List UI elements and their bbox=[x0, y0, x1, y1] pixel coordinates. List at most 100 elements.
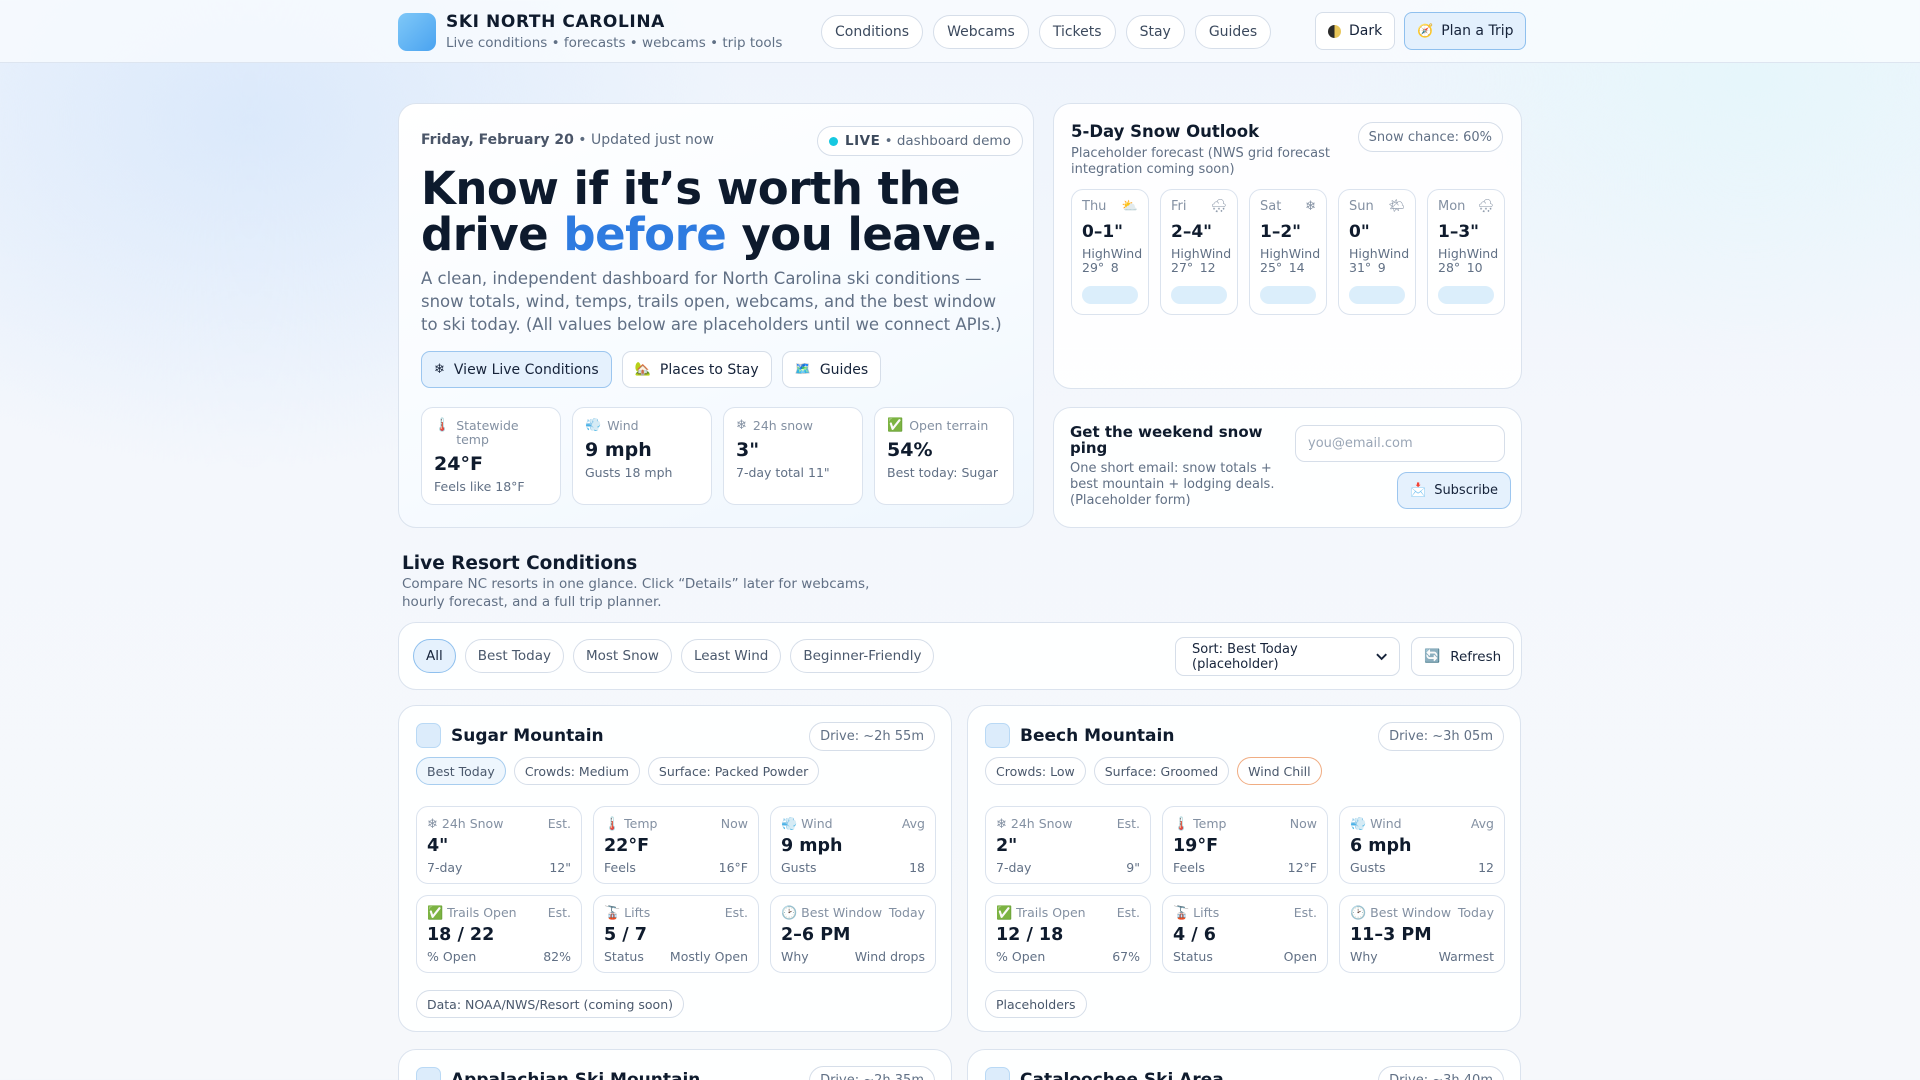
hero-title: Know if it’s worth the drive before you … bbox=[421, 166, 1021, 258]
subscribe-button[interactable]: 📩 Subscribe bbox=[1397, 472, 1512, 509]
brand[interactable]: SKI NORTH CAROLINA Live conditions • for… bbox=[398, 12, 782, 51]
metric-tag: Est. bbox=[547, 816, 571, 831]
stat-value: 24°F bbox=[434, 453, 483, 475]
wind-value: 8 bbox=[1110, 260, 1119, 275]
main-nav: Conditions Webcams Tickets Stay Guides bbox=[821, 15, 1272, 49]
resort-card-sugar-mountain[interactable]: Sugar Mountain Drive: ~2h 55m Best Today… bbox=[398, 705, 952, 1032]
resort-card-beech-mountain[interactable]: Beech Mountain Drive: ~3h 05m Crowds: Lo… bbox=[967, 705, 1521, 1032]
filter-all[interactable]: All bbox=[413, 639, 456, 673]
metric-label: Lifts bbox=[624, 905, 651, 920]
sort-select[interactable]: Sort: Best Today (placeholder) bbox=[1175, 637, 1400, 676]
thermometer-icon: 🌡️ bbox=[434, 418, 451, 433]
wind-label: Wind bbox=[1377, 246, 1410, 261]
wind-icon: 💨 bbox=[781, 817, 798, 832]
metric-sub-value: Mostly Open bbox=[669, 949, 748, 964]
resort-logo-icon bbox=[416, 723, 441, 748]
hero-card: Friday, February 20 • Updated just now L… bbox=[398, 103, 1034, 528]
metric-wind: 💨 Wind Avg 6 mph Gusts 12 bbox=[1339, 806, 1505, 884]
metric-value: 4" bbox=[427, 836, 449, 856]
resort-card-appalachian-ski-mountain[interactable]: Appalachian Ski Mountain Drive: ~2h 35m bbox=[398, 1049, 952, 1080]
day-snow: 2–4" bbox=[1171, 222, 1213, 242]
metric-sub-value: 82% bbox=[543, 949, 571, 964]
data-source-badge: Placeholders bbox=[985, 990, 1087, 1018]
forecast-day: Mon 🌨 1–3" High 28° Wind 10 bbox=[1427, 189, 1505, 315]
resort-tag-warning: Wind Chill bbox=[1237, 757, 1322, 785]
snowflake-icon: ❄ bbox=[996, 817, 1007, 832]
metric-tag: Now bbox=[1289, 816, 1317, 831]
stat-value: 54% bbox=[887, 439, 933, 461]
guides-button[interactable]: 🗺️ Guides bbox=[781, 351, 882, 388]
brand-tagline: Live conditions • forecasts • webcams • … bbox=[446, 35, 783, 51]
cta-label: View Live Conditions bbox=[453, 361, 599, 378]
metric-24h-snow: ❄ 24h Snow Est. 2" 7-day 9" bbox=[985, 806, 1151, 884]
resort-tag: Surface: Groomed bbox=[1093, 757, 1230, 785]
metric-label: 24h Snow bbox=[1010, 816, 1073, 831]
places-to-stay-button[interactable]: 🏡 Places to Stay bbox=[621, 351, 772, 388]
metric-sub-label: % Open bbox=[427, 949, 477, 964]
email-input[interactable] bbox=[1295, 425, 1505, 462]
metric-sub-value: Wind drops bbox=[854, 949, 925, 964]
filter-beginner-friendly[interactable]: Beginner-Friendly bbox=[790, 639, 935, 673]
compass-icon: 🧭 bbox=[1417, 23, 1434, 39]
dark-mode-button[interactable]: Dark bbox=[1315, 12, 1396, 50]
day-name: Fri bbox=[1171, 199, 1187, 214]
metric-tag: Avg bbox=[901, 816, 925, 831]
metric-label: 24h Snow bbox=[441, 816, 504, 831]
metric-value: 18 / 22 bbox=[427, 925, 495, 945]
hero-title-start: Know if it’s worth the drive bbox=[421, 162, 961, 261]
wind-value: 10 bbox=[1466, 260, 1483, 275]
lift-icon: 🚡 bbox=[604, 906, 621, 921]
metric-sub-value: 9" bbox=[1126, 860, 1140, 875]
stat-label: Statewide temp bbox=[456, 418, 519, 447]
nav-webcams[interactable]: Webcams bbox=[933, 15, 1029, 49]
brand-logo bbox=[398, 12, 436, 51]
metric-value: 6 mph bbox=[1350, 836, 1412, 856]
brand-name: SKI NORTH CAROLINA bbox=[446, 12, 665, 32]
resort-name: Beech Mountain bbox=[1020, 726, 1175, 746]
high-value: 28° bbox=[1438, 260, 1461, 275]
resort-name: Appalachian Ski Mountain bbox=[451, 1070, 701, 1080]
live-dot-icon bbox=[829, 136, 838, 146]
metric-tag: Today bbox=[1457, 905, 1494, 920]
filter-most-snow[interactable]: Most Snow bbox=[572, 639, 672, 673]
subscribe-label: Subscribe bbox=[1434, 483, 1499, 498]
resort-card-cataloochee-ski-area[interactable]: Cataloochee Ski Area Drive: ~3h 40m bbox=[967, 1049, 1521, 1080]
resort-logo-icon bbox=[416, 1067, 441, 1080]
metric-sub-label: Why bbox=[781, 949, 809, 964]
nav-conditions[interactable]: Conditions bbox=[821, 15, 924, 49]
plan-trip-label: Plan a Trip bbox=[1441, 23, 1514, 39]
filter-pills: All Best Today Most Snow Least Wind Begi… bbox=[413, 639, 935, 673]
stat-open-terrain: ✅ Open terrain 54% Best today: Sugar bbox=[874, 407, 1014, 505]
nav-stay[interactable]: Stay bbox=[1125, 15, 1185, 49]
forecast-day: Fri 🌨 2–4" High 27° Wind 12 bbox=[1160, 189, 1238, 315]
forecast-day: Sat ❄ 1–2" High 25° Wind 14 bbox=[1249, 189, 1327, 315]
day-snow: 0–1" bbox=[1082, 222, 1124, 242]
metric-sub-label: Status bbox=[1173, 949, 1213, 964]
resort-name: Sugar Mountain bbox=[451, 726, 604, 746]
metric-sub-value: 18 bbox=[909, 860, 925, 875]
filter-best-today[interactable]: Best Today bbox=[464, 639, 564, 673]
metric-wind: 💨 Wind Avg 9 mph Gusts 18 bbox=[770, 806, 936, 884]
outlook-title: 5-Day Snow Outlook bbox=[1071, 122, 1260, 141]
snow-ping-card: Get the weekend snow ping One short emai… bbox=[1053, 407, 1522, 528]
forecast-days: Thu ⛅ 0–1" High 29° Wind 8 Fri 🌨 2–4" High 27°… bbox=[1071, 189, 1505, 315]
snow-chance-badge: Snow chance: 60% bbox=[1357, 122, 1503, 152]
high-label: High bbox=[1438, 246, 1467, 261]
filter-least-wind[interactable]: Least Wind bbox=[680, 639, 782, 673]
cta-label: Guides bbox=[819, 361, 869, 378]
dark-mode-label: Dark bbox=[1349, 23, 1383, 39]
refresh-button[interactable]: 🔄 Refresh bbox=[1411, 637, 1515, 676]
metric-label: Lifts bbox=[1193, 905, 1220, 920]
nav-tickets[interactable]: Tickets bbox=[1038, 15, 1116, 49]
nav-guides[interactable]: Guides bbox=[1194, 15, 1272, 49]
clock-icon: 🕑 bbox=[1350, 906, 1367, 921]
high-label: High bbox=[1171, 246, 1200, 261]
view-live-conditions-button[interactable]: ❄ View Live Conditions bbox=[421, 351, 612, 388]
metric-tag: Est. bbox=[1293, 905, 1317, 920]
metric-sub-label: % Open bbox=[996, 949, 1046, 964]
metric-label: Trails Open bbox=[1016, 905, 1086, 920]
wind-label: Wind bbox=[1199, 246, 1232, 261]
plan-trip-button[interactable]: 🧭 Plan a Trip bbox=[1404, 12, 1527, 50]
resort-logo-icon bbox=[985, 723, 1010, 748]
day-snow: 0" bbox=[1349, 222, 1370, 242]
